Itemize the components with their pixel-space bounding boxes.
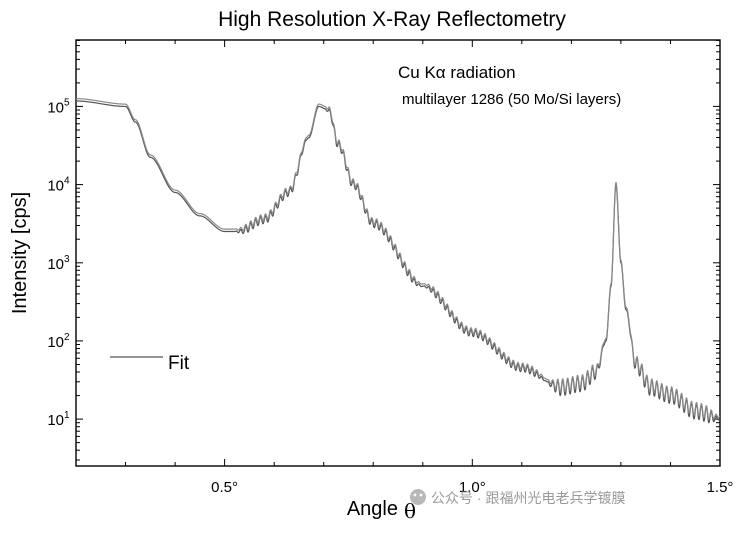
watermark: 公众号 · 跟福州光电老兵学镀膜 xyxy=(410,489,625,506)
series-line-measured xyxy=(75,100,721,424)
x-tick-label: 0.5° xyxy=(211,479,238,496)
x-axis-label: Angle xyxy=(347,498,398,520)
axis-ticks xyxy=(76,39,720,466)
plot-frame xyxy=(75,39,721,467)
y-tick-exponent: 1 xyxy=(64,410,70,421)
x-tick-label: 1.0° xyxy=(459,479,486,496)
y-tick-exponent: 4 xyxy=(64,176,70,187)
y-tick-label: 10 xyxy=(47,178,64,195)
x-axis-symbol: θ xyxy=(404,499,416,523)
y-tick-label: 10 xyxy=(47,99,64,116)
annotation-sample: multilayer 1286 (50 Mo/Si layers) xyxy=(402,91,621,108)
y-tick-exponent: 3 xyxy=(64,254,70,265)
wechat-icon-eye-right xyxy=(419,493,423,497)
y-tick-exponent: 5 xyxy=(64,97,70,108)
y-tick-label: 10 xyxy=(47,412,64,429)
wechat-icon xyxy=(410,489,426,505)
y-tick-label: 10 xyxy=(47,334,64,351)
x-tick-labels: 0.5° 1.0° 1.5° xyxy=(211,479,733,496)
legend-label: Fit xyxy=(168,353,190,374)
y-tick-exponent: 2 xyxy=(64,332,70,343)
x-tick-label: 1.5° xyxy=(707,479,734,496)
y-axis-label: Intensity [cps] xyxy=(9,192,31,314)
wechat-icon-eye-left xyxy=(413,493,417,497)
annotation-radiation: Cu Kα radiation xyxy=(398,63,516,82)
y-tick-label: 10 xyxy=(47,256,64,273)
data-curves xyxy=(75,98,721,424)
series-line-fit xyxy=(75,98,721,420)
chart-title: High Resolution X-Ray Reflectometry xyxy=(218,8,566,31)
watermark-text: 公众号 · 跟福州光电老兵学镀膜 xyxy=(431,490,625,506)
